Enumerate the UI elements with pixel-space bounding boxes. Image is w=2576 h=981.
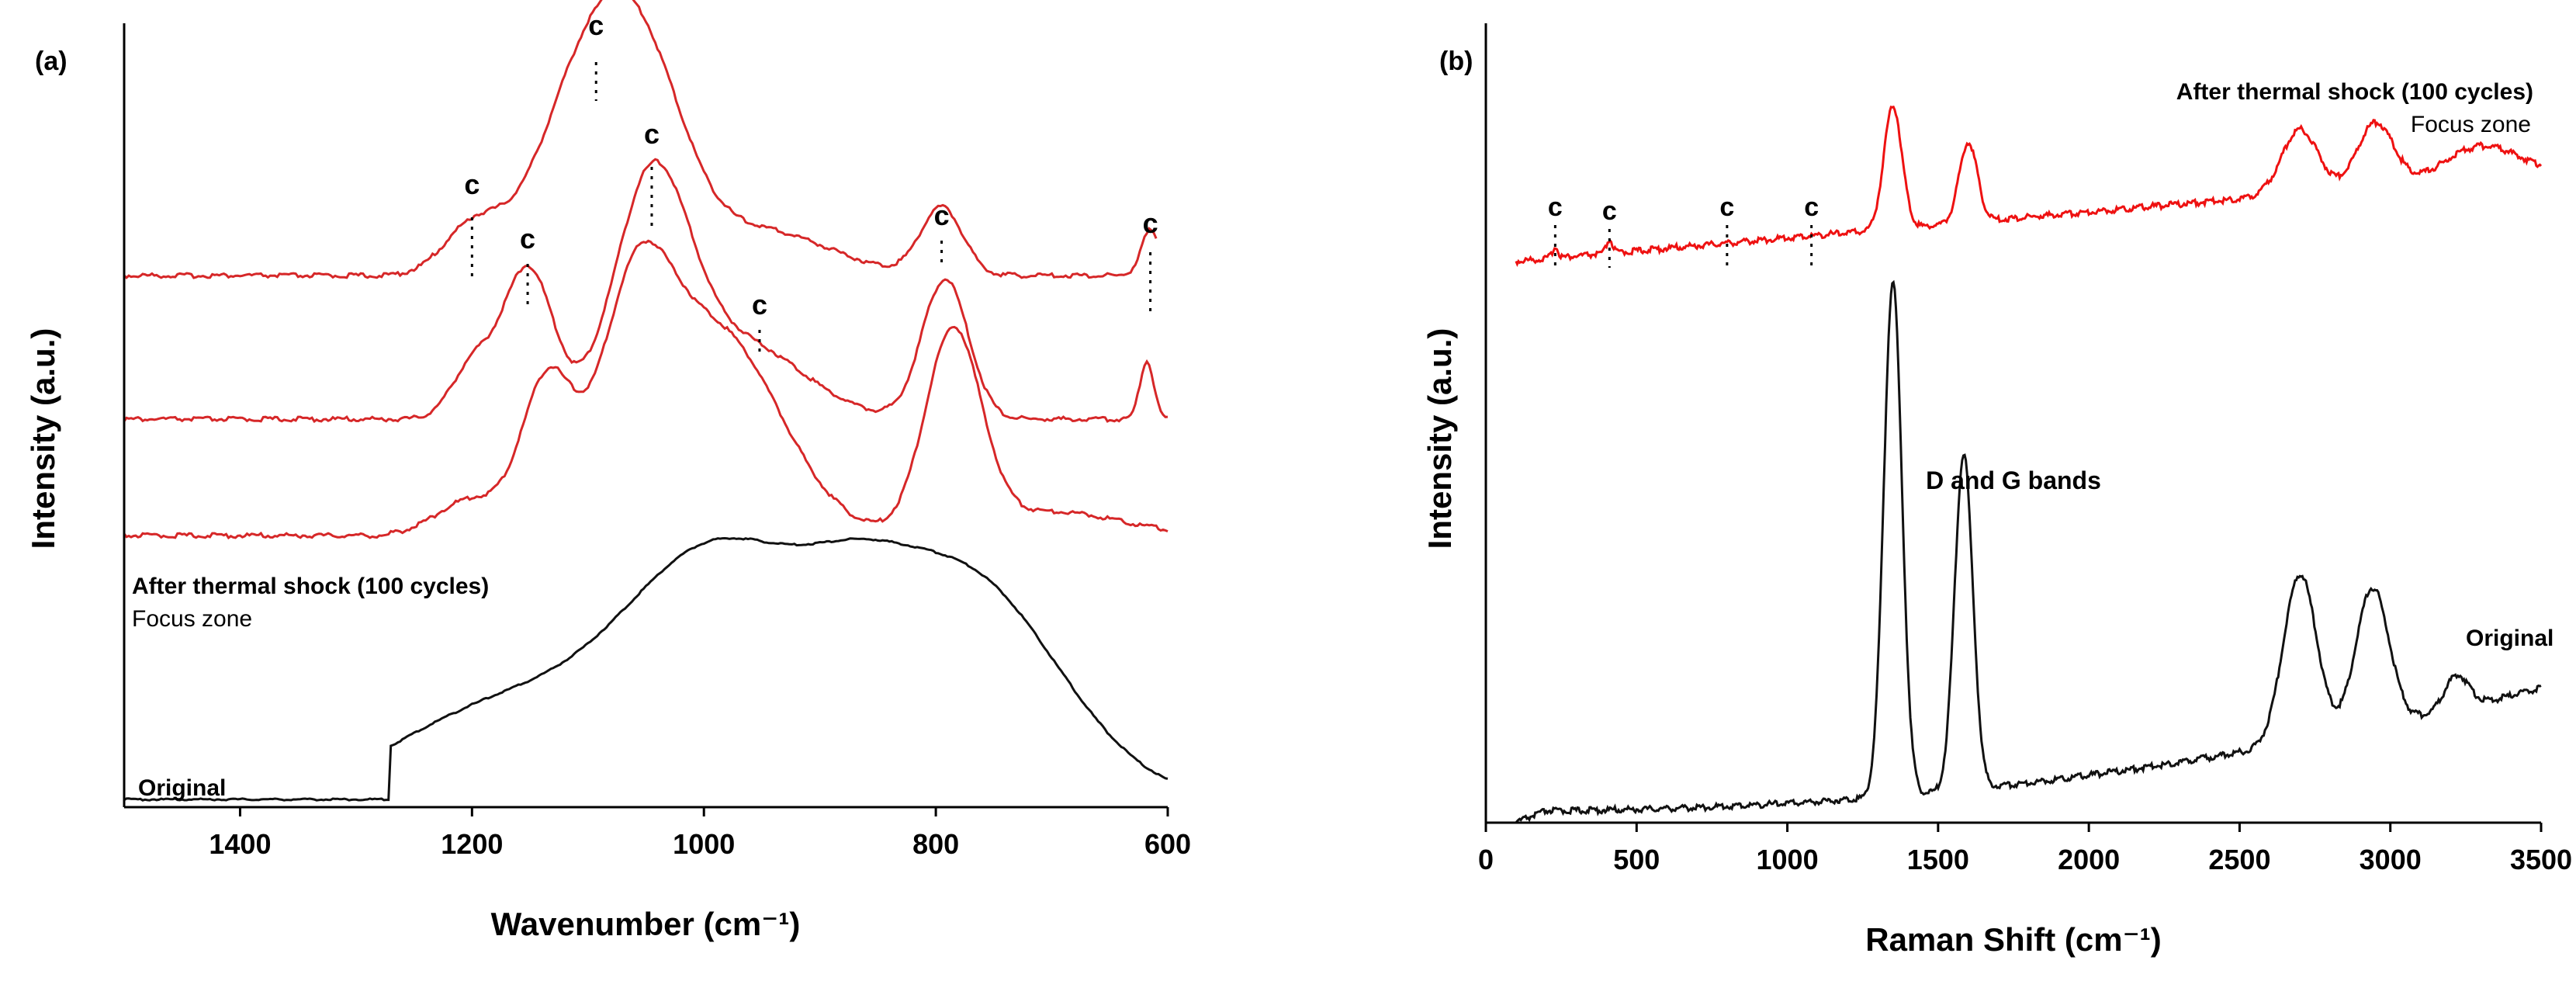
panel-b-annotation-c: c (1719, 192, 1734, 222)
panel-b-label: (b) (1439, 47, 1473, 76)
panel-a-annotation-c: c (588, 9, 604, 41)
panel-b-annotations: c c c c D and G bands (1548, 192, 2101, 494)
panel-b-x-tick-label: 1000 (1757, 844, 1819, 875)
panel-a-x-tick-label: 1000 (673, 828, 735, 860)
panel-b-legend-subtitle: Focus zone (2411, 112, 2531, 137)
panel-a-annotation-c: c (1143, 207, 1158, 239)
panel-b-legend-title: After thermal shock (100 cycles) (2176, 79, 2533, 105)
panel-b-x-tick-label: 2000 (2058, 844, 2120, 875)
panel-a-ticks: 1400 1200 1000 800 600 (209, 807, 1191, 860)
panel-b-x-axis-label: Raman Shift (cm⁻¹) (1865, 921, 2162, 958)
panel-a-y-axis-label: Intensity (a.u.) (25, 328, 61, 549)
panel-a-annotation-c: c (644, 118, 660, 150)
panel-a-series-line (123, 536, 1169, 802)
panel-b-series-line (1515, 106, 2543, 267)
panel-a-annotation-c: c (934, 199, 950, 231)
panel-a-x-tick-label: 800 (912, 828, 959, 860)
panel-b-chart: (b) c c c c D and G bands 0 500 1000 1500 2000 25… (1421, 23, 2572, 958)
panel-a-label: (a) (35, 47, 68, 76)
panel-a-x-tick-label: 600 (1144, 828, 1191, 860)
panel-a-series-line (123, 158, 1169, 424)
panel-a-annotation-c: c (752, 289, 767, 321)
panel-b-x-tick-label: 0 (1478, 844, 1494, 875)
panel-b-original-label: Original (2466, 626, 2553, 651)
panel-b-x-tick-label: 1500 (1907, 844, 1969, 875)
panel-a-original-label: Original (138, 775, 226, 801)
panel-a-curves (123, 0, 1169, 802)
panel-a-chart: (a) c c c c c c c 1400 1200 1000 800 600 Intensity… (25, 0, 1191, 942)
panel-b-ticks: 0 500 1000 1500 2000 2500 3000 3500 (1478, 823, 2572, 875)
panel-b-x-tick-label: 2500 (2208, 844, 2270, 875)
panel-a-legend-subtitle: Focus zone (132, 606, 252, 632)
panel-a-series-line (123, 0, 1158, 279)
panel-a-x-tick-label: 1400 (209, 828, 271, 860)
panel-b-annotation-c: c (1548, 192, 1563, 222)
panel-b-curves (1515, 106, 2543, 823)
panel-b-x-tick-label: 3500 (2510, 844, 2572, 875)
panel-a-x-tick-label: 1200 (441, 828, 503, 860)
panel-a-x-axis-label: Wavenumber (cm⁻¹) (491, 906, 801, 942)
panel-b-x-tick-label: 3000 (2360, 844, 2422, 875)
panel-b-y-axis-label: Intensity (a.u.) (1421, 328, 1458, 549)
panel-a-series-line (123, 239, 1169, 540)
panel-b-annotation-dg-bands: D and G bands (1926, 466, 2101, 494)
panel-a-annotations: c c c c c c c (464, 9, 1158, 357)
panel-b-annotation-c: c (1804, 192, 1819, 222)
panel-b-x-tick-label: 500 (1613, 844, 1660, 875)
panel-b-annotation-c: c (1602, 196, 1617, 226)
panel-a-legend-title: After thermal shock (100 cycles) (132, 574, 489, 599)
panel-b-series-line (1515, 279, 2542, 823)
panel-a-annotation-c: c (464, 168, 480, 200)
panel-a-annotation-c: c (520, 223, 535, 255)
